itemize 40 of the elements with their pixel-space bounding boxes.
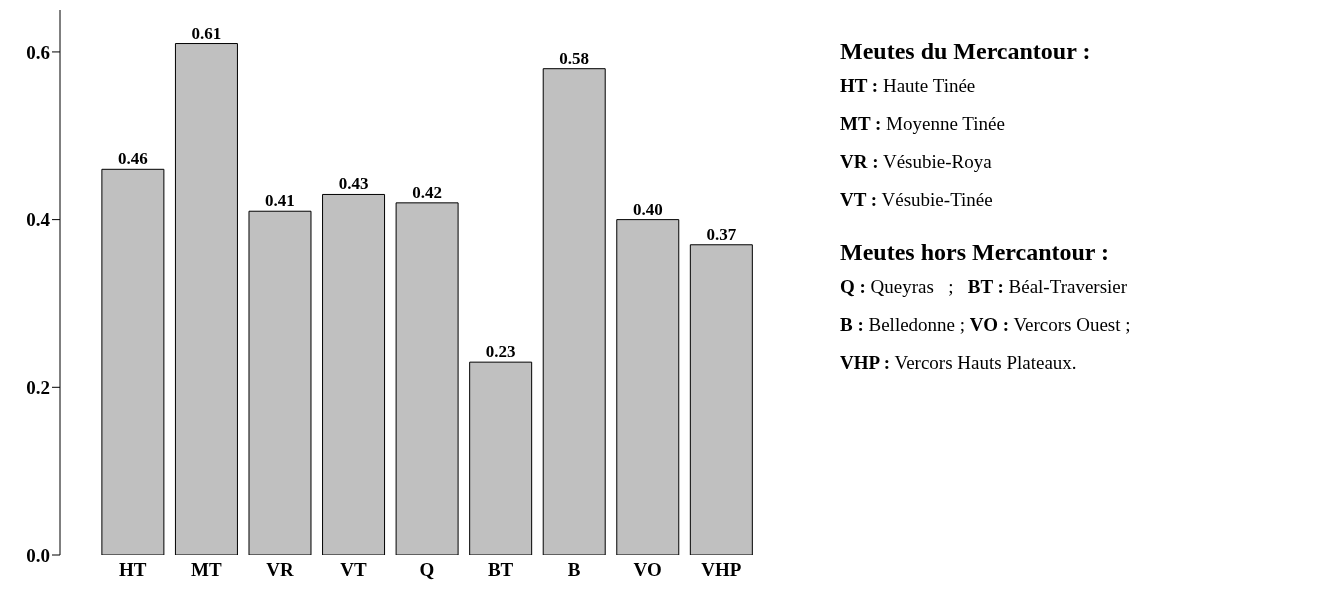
x-tick-label: VR bbox=[266, 559, 294, 581]
data-label: 0.37 bbox=[706, 224, 737, 244]
bar bbox=[469, 361, 533, 555]
data-label: 0.43 bbox=[338, 174, 369, 194]
bar bbox=[395, 202, 459, 555]
y-tick-label: 0.4 bbox=[26, 209, 51, 231]
bar bbox=[101, 168, 165, 555]
x-tick-label: VHP bbox=[701, 559, 742, 581]
x-tick-label: HT bbox=[119, 559, 147, 581]
bar bbox=[689, 244, 753, 555]
data-label: 0.46 bbox=[118, 149, 148, 169]
x-tick-label: B bbox=[567, 559, 581, 581]
x-tick-label: VO bbox=[633, 559, 662, 581]
y-tick-label: 0.6 bbox=[26, 41, 50, 63]
text: Q : Queyras ; BT : Béal-Traversier bbox=[840, 276, 1128, 297]
text: MT : Moyenne Tinée bbox=[840, 113, 1005, 134]
text: VHP : Vercors Hauts Plateaux. bbox=[840, 352, 1077, 373]
data-label: 0.42 bbox=[412, 182, 442, 202]
y-tick-label: 0.2 bbox=[26, 377, 50, 399]
bar bbox=[248, 210, 312, 555]
text: HT : Haute Tinée bbox=[840, 75, 976, 96]
text: Meutes du Mercantour : bbox=[840, 38, 1092, 65]
text: B : Belledonne ; VO : Vercors Ouest ; bbox=[840, 314, 1131, 335]
data-label: 0.23 bbox=[485, 342, 516, 362]
bar bbox=[616, 219, 680, 555]
text: VT : Vésubie-Tinée bbox=[840, 189, 993, 210]
bar bbox=[542, 68, 606, 555]
x-tick-label: MT bbox=[191, 559, 222, 581]
data-label: 0.58 bbox=[559, 48, 590, 68]
x-tick-label: BT bbox=[487, 559, 514, 581]
x-tick-label: VT bbox=[340, 559, 367, 581]
text: VR : Vésubie-Roya bbox=[840, 151, 992, 172]
text: Meutes hors Mercantour : bbox=[840, 239, 1111, 266]
data-label: 0.41 bbox=[265, 191, 295, 211]
bar bbox=[322, 193, 386, 555]
data-label: 0.61 bbox=[191, 23, 222, 43]
x-tick-label: Q bbox=[419, 559, 435, 581]
y-tick-label: 0.0 bbox=[26, 544, 50, 566]
data-label: 0.40 bbox=[632, 199, 663, 219]
bar bbox=[174, 43, 238, 555]
